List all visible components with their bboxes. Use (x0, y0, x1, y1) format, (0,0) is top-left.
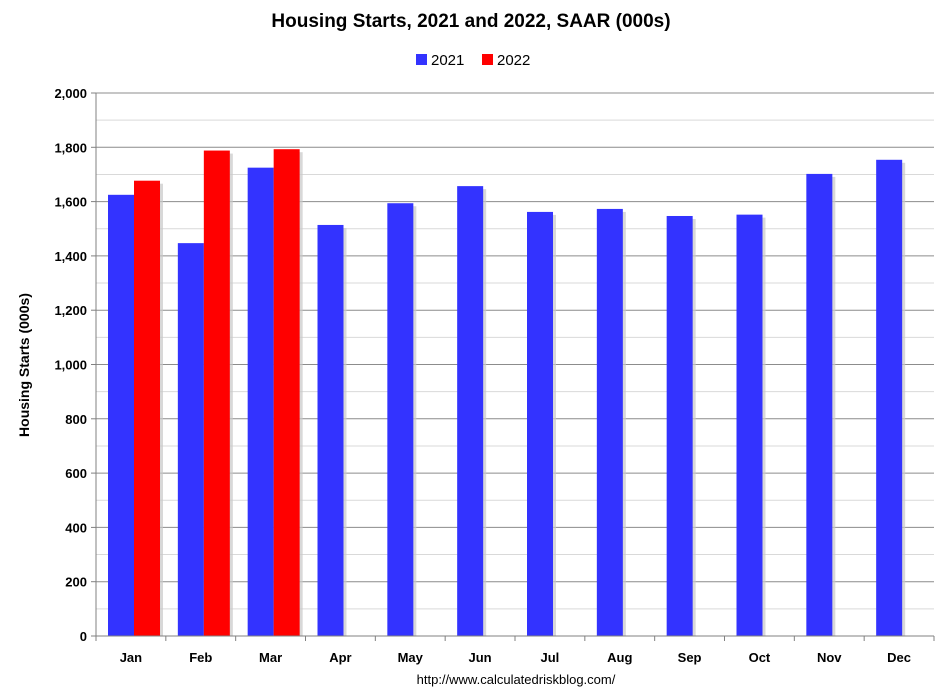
bar-2021-dec (876, 159, 903, 636)
x-tick-label: Mar (259, 650, 282, 665)
y-tick-label: 1,400 (54, 249, 87, 264)
bar-2021-oct (736, 214, 763, 636)
x-tick-label: Jun (469, 650, 492, 665)
x-tick-label: Feb (189, 650, 212, 665)
x-tick-labels: Jan Feb Mar Apr May Jun Jul Aug Sep Oct Nov Dec (120, 650, 911, 665)
x-tick-label: Sep (678, 650, 702, 665)
x-tick-label: Apr (329, 650, 351, 665)
legend-swatch-2022 (482, 54, 493, 65)
chart-title: Housing Starts, 2021 and 2022, SAAR (000… (271, 11, 670, 32)
y-tick-label: 2,000 (54, 86, 87, 101)
bar-2022-feb (203, 150, 230, 637)
y-tick-label: 400 (65, 520, 87, 535)
legend-label-2021: 2021 (431, 52, 464, 69)
y-tick-label: 1,800 (54, 140, 87, 155)
y-tick-label: 200 (65, 575, 87, 590)
x-tick-label: May (398, 650, 424, 665)
bar-2021-jan (108, 194, 134, 636)
source-url: http://www.calculatedriskblog.com/ (417, 672, 616, 687)
bar-2021-may (387, 203, 414, 636)
bar-2021-jul (527, 211, 553, 637)
x-tick-label: Nov (817, 650, 842, 665)
y-axis-label: Housing Starts (000s) (16, 293, 32, 437)
x-tick-label: Jan (120, 650, 142, 665)
bar-2021-sep (666, 215, 693, 636)
bars (108, 149, 906, 637)
bar-2022-jan (134, 180, 160, 636)
y-tick-label: 1,000 (54, 358, 87, 373)
bar-2021-mar (247, 167, 274, 636)
bar-2021-feb (177, 243, 204, 636)
x-tick-label: Dec (887, 650, 911, 665)
y-tick-label: 800 (65, 412, 87, 427)
bar-2021-nov (806, 173, 833, 637)
y-tick-label: 1,200 (54, 303, 87, 318)
x-tick-label: Oct (749, 650, 771, 665)
x-tick-label: Jul (541, 650, 560, 665)
legend-label-2022: 2022 (497, 52, 530, 69)
bar-2022-mar (273, 149, 300, 636)
y-tick-label: 0 (80, 629, 87, 644)
y-tick-label: 600 (65, 466, 87, 481)
x-tick-label: Aug (607, 650, 632, 665)
legend-swatch-2021 (416, 54, 427, 65)
axes (91, 92, 935, 641)
bar-2021-jun (457, 186, 484, 636)
gridlines (96, 92, 934, 610)
bar-2021-aug (596, 208, 623, 637)
y-tick-labels: 0 200 400 600 800 1,000 1,200 1,400 1,600 1,800 2,… (54, 86, 87, 644)
legend: 2021 2022 (416, 52, 530, 69)
y-tick-label: 1,600 (54, 195, 87, 210)
bar-2021-apr (317, 224, 344, 636)
